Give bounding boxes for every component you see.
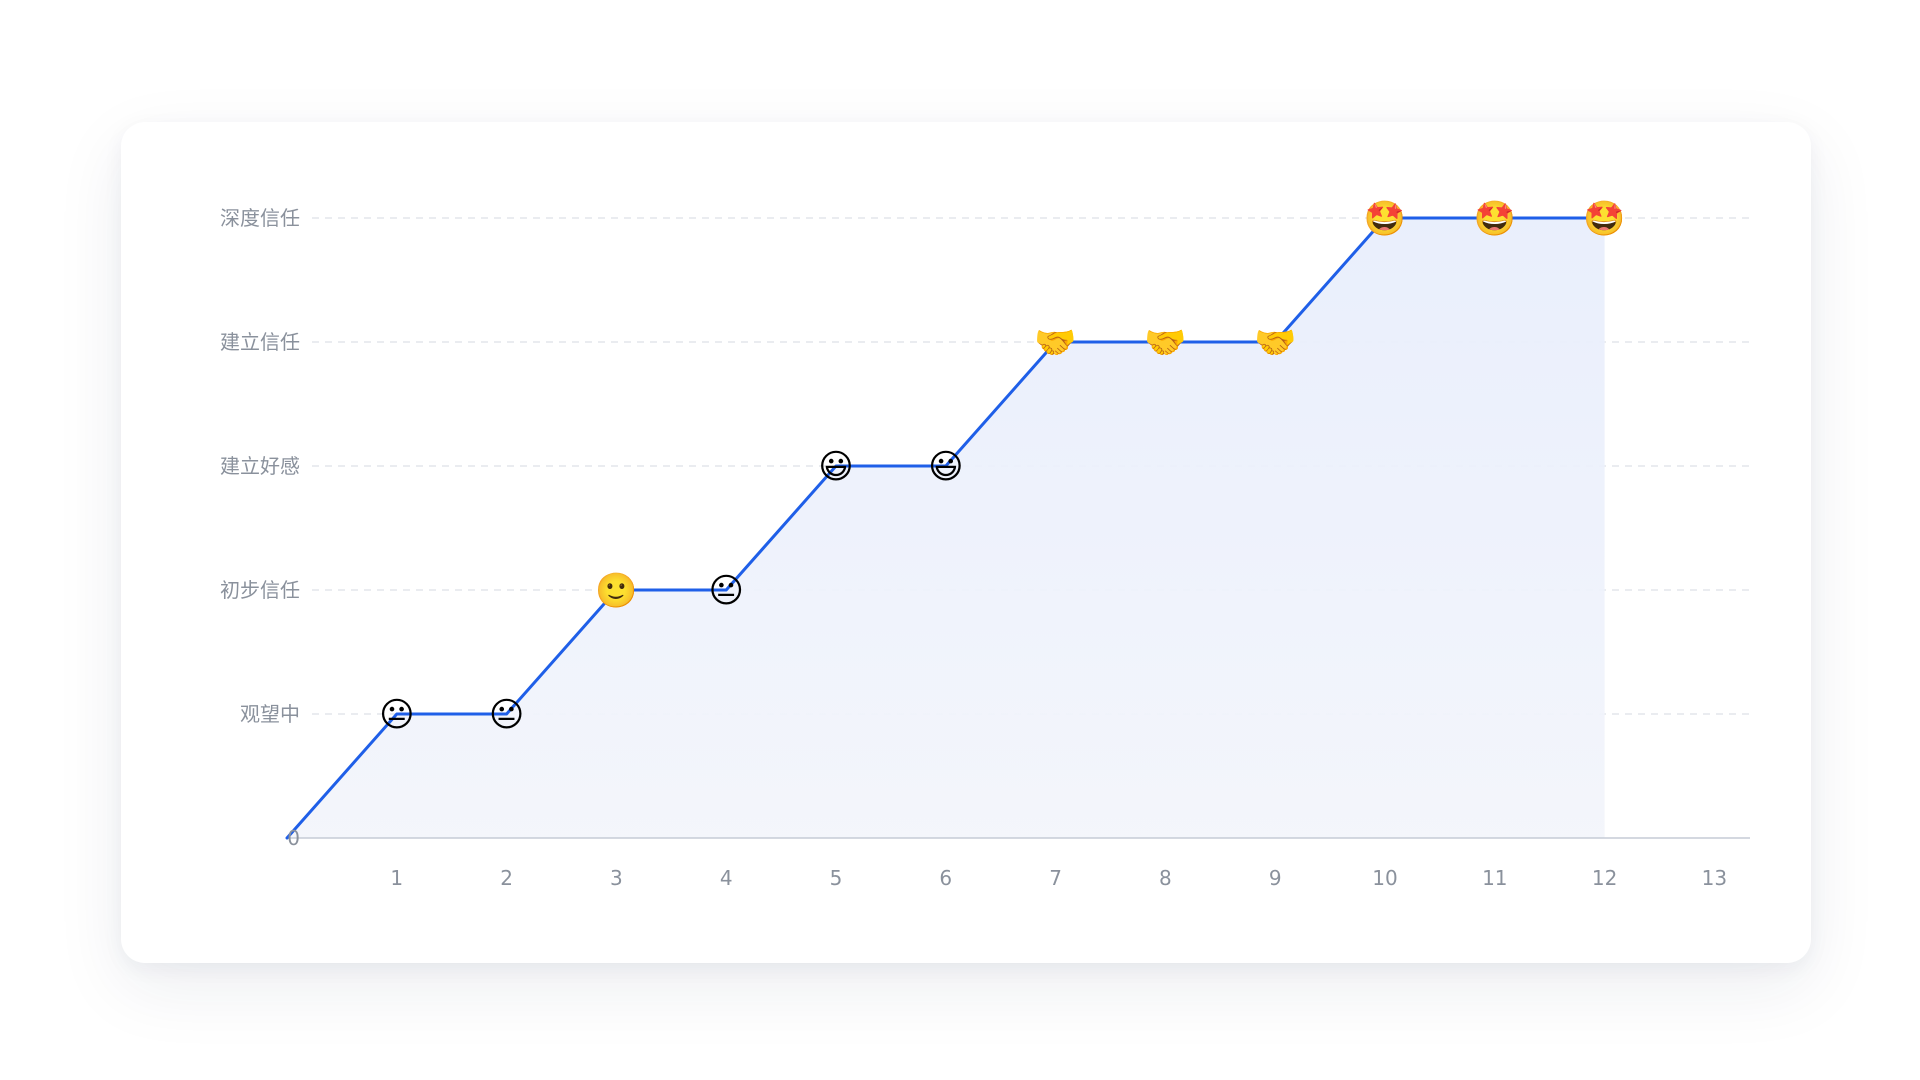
- area-path: [287, 218, 1605, 838]
- star-struck-face-icon: 🤩: [1474, 199, 1516, 239]
- x-tick-label: 12: [1592, 866, 1617, 890]
- grinning-face-icon: 😃: [818, 447, 853, 487]
- y-tick-label: 建立好感: [220, 454, 300, 478]
- star-struck-face-icon: 🤩: [1583, 199, 1625, 239]
- x-tick-label: 6: [939, 866, 952, 890]
- y-tick-label: 建立信任: [220, 330, 300, 354]
- y-tick-label: 0: [287, 826, 300, 850]
- y-tick-label: 深度信任: [220, 206, 300, 230]
- slightly-smiling-face-icon: 🙂: [595, 571, 637, 611]
- y-tick-label: 初步信任: [220, 578, 300, 602]
- handshake-icon: 🤝: [1144, 323, 1186, 363]
- emoji-markers: 😐 😐 🙂 😐 😃 😃 🤝 🤝 🤝 🤩 🤩 🤩: [379, 199, 1626, 735]
- x-tick-label: 8: [1159, 866, 1172, 890]
- neutral-face-icon: 😐: [379, 695, 414, 735]
- x-tick-label: 2: [500, 866, 513, 890]
- x-axis-labels: 1 2 3 4 5 6 7 8 9 10 11 12 13: [390, 866, 1727, 890]
- neutral-face-icon: 😐: [489, 695, 524, 735]
- trust-line: [285, 216, 1607, 840]
- x-tick-label: 3: [610, 866, 623, 890]
- handshake-icon: 🤝: [1254, 323, 1296, 363]
- y-axis-labels: 0 观望中 初步信任 建立好感 建立信任 深度信任: [220, 206, 300, 850]
- series-line: [285, 216, 1607, 840]
- grinning-face-icon: 😃: [928, 447, 963, 487]
- area-fill: [287, 218, 1605, 838]
- x-tick-label: 11: [1482, 866, 1507, 890]
- x-tick-label: 7: [1049, 866, 1062, 890]
- x-tick-label: 13: [1702, 866, 1727, 890]
- x-tick-label: 9: [1269, 866, 1282, 890]
- x-tick-label: 10: [1372, 866, 1397, 890]
- x-tick-label: 1: [390, 866, 403, 890]
- x-tick-label: 5: [830, 866, 843, 890]
- star-struck-face-icon: 🤩: [1364, 199, 1406, 239]
- handshake-icon: 🤝: [1034, 323, 1076, 363]
- x-tick-label: 4: [720, 866, 733, 890]
- y-tick-label: 观望中: [240, 702, 300, 726]
- neutral-face-icon: 😐: [708, 571, 743, 611]
